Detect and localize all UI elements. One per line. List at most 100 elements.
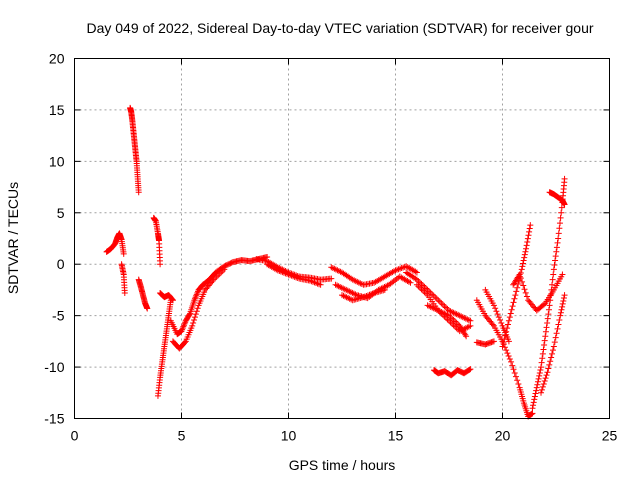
series-arc-10: [253, 256, 335, 283]
data-point: [489, 321, 496, 328]
x-tick-labels: 0 5 10 15 20 25: [71, 428, 618, 444]
data-point: [511, 369, 518, 376]
data-point: [522, 248, 529, 255]
series-arc-09: [169, 266, 228, 352]
data-point: [525, 232, 532, 239]
data-point: [530, 402, 537, 409]
data-point: [536, 369, 543, 376]
data-point: [547, 292, 554, 299]
data-point: [544, 319, 551, 326]
data-point: [515, 281, 522, 288]
data-point: [508, 306, 515, 313]
series-arc-01: [103, 230, 127, 257]
data-point: [467, 322, 474, 329]
data-point: [157, 261, 164, 268]
data-point: [513, 288, 520, 295]
data-point: [534, 378, 541, 385]
data-point: [191, 295, 198, 302]
data-point: [538, 386, 545, 393]
data-point: [120, 250, 127, 257]
data-point: [169, 296, 176, 303]
data-point: [519, 278, 526, 285]
data-point: [135, 189, 142, 196]
data-point: [558, 306, 565, 313]
series-arc-08: [167, 254, 271, 338]
data-point: [505, 338, 512, 345]
data-point: [192, 294, 199, 301]
y-tick-label: 5: [57, 205, 65, 221]
data-point: [193, 291, 200, 298]
data-point: [545, 306, 552, 313]
data-point: [554, 239, 561, 246]
data-point: [550, 271, 557, 278]
data-point: [515, 380, 522, 387]
data-point: [505, 317, 512, 324]
data-point: [529, 410, 536, 417]
series-arc-21: [473, 338, 497, 348]
data-point: [548, 286, 555, 293]
y-tick-label: 15: [49, 102, 65, 118]
data-point: [493, 308, 500, 315]
data-point: [561, 175, 568, 182]
data-point: [191, 314, 198, 321]
data-point: [519, 260, 526, 267]
series-arc-25: [538, 292, 568, 396]
plot-frame: [74, 58, 610, 419]
y-tick-labels: -15 -10 -5 0 5 10 15 20: [44, 51, 64, 427]
data-point: [552, 257, 559, 264]
series-arc-15: [403, 269, 474, 324]
data-point: [522, 289, 529, 296]
data-point: [558, 204, 565, 211]
data-point: [556, 220, 563, 227]
data-point: [181, 339, 188, 346]
data-point: [179, 325, 186, 332]
data-point: [498, 319, 505, 326]
series-arc-04: [135, 276, 151, 312]
y-tick-label: 10: [49, 153, 65, 169]
data-point: [555, 235, 562, 242]
data-point: [189, 322, 196, 329]
data-point: [190, 319, 197, 326]
series-arc-18: [431, 366, 474, 379]
data-point: [538, 359, 545, 366]
data-point: [192, 311, 199, 318]
data-point: [553, 330, 560, 337]
data-point: [552, 253, 559, 260]
data-point: [497, 317, 504, 324]
data-point: [429, 291, 436, 298]
data-point: [510, 299, 517, 306]
data-point: [510, 366, 517, 373]
data-point: [556, 225, 563, 232]
data-point: [503, 347, 510, 354]
data-point: [506, 355, 513, 362]
data-point: [495, 314, 502, 321]
data-point: [186, 311, 193, 318]
data-point: [328, 275, 335, 282]
data-points: [103, 104, 568, 420]
data-point: [547, 297, 554, 304]
data-point: [512, 292, 519, 299]
data-point: [559, 271, 566, 278]
y-axis-label: SDTVAR / TECUs: [5, 182, 21, 294]
data-point: [523, 245, 530, 252]
y-tick-label: 20: [49, 51, 65, 67]
data-point: [490, 338, 497, 345]
data-point: [518, 266, 525, 273]
data-point: [180, 323, 187, 330]
series-arc-07: [157, 290, 176, 304]
data-point: [442, 304, 449, 311]
data-point: [441, 303, 448, 310]
series-arc-11: [264, 261, 324, 288]
data-point: [526, 228, 533, 235]
data-point: [505, 353, 512, 360]
series-arc-26: [546, 189, 568, 208]
series-arc-14: [339, 286, 388, 304]
series-arc-12: [328, 263, 420, 288]
series-arc-17: [424, 302, 470, 340]
data-point: [168, 295, 175, 302]
data-point: [514, 377, 521, 384]
data-point: [548, 354, 555, 361]
data-point: [193, 308, 200, 315]
data-point: [521, 286, 528, 293]
data-point: [516, 271, 523, 278]
